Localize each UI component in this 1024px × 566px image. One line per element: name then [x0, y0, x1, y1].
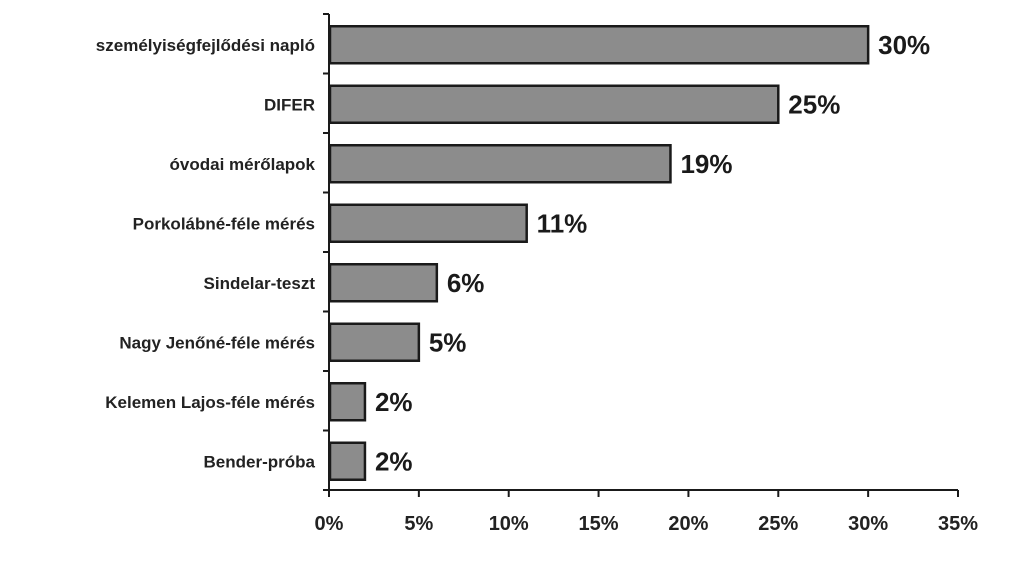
x-tick-label-2: 10%: [489, 513, 529, 535]
bar-4: [328, 263, 439, 303]
value-label-1: 25%: [788, 89, 840, 119]
axes-layer: 0% 5% 10% 15% 20% 25% 30% 35%: [315, 13, 978, 535]
category-label-1: DIFER: [264, 95, 315, 114]
value-label-7: 2%: [375, 446, 413, 476]
value-label-3: 11%: [537, 208, 588, 238]
labels-layer: személyiségfejlődési napló 30% DIFER 25% óvo…: [96, 30, 930, 477]
value-label-0: 30%: [878, 30, 930, 60]
x-tick-label-3: 15%: [579, 513, 619, 535]
category-label-6: Kelemen Lajos-féle mérés: [105, 393, 315, 412]
category-label-2: óvodai mérőlapok: [170, 155, 316, 174]
category-label-3: Porkolábné-féle mérés: [133, 214, 315, 233]
bar-5: [328, 322, 421, 362]
bar-6: [328, 382, 367, 422]
bar-3: [328, 203, 528, 243]
bar-1: [328, 84, 780, 124]
category-label-4: Sindelar-teszt: [204, 274, 316, 293]
x-tick-label-1: 5%: [404, 513, 433, 535]
bar-2: [328, 144, 672, 184]
value-label-6: 2%: [375, 387, 413, 417]
bars-layer: [328, 25, 870, 481]
bar-0: [328, 25, 870, 65]
x-tick-label-5: 25%: [758, 513, 798, 535]
x-tick-label-0: 0%: [315, 513, 344, 535]
category-label-0: személyiségfejlődési napló: [96, 36, 315, 55]
value-label-4: 6%: [447, 268, 485, 298]
value-label-2: 19%: [680, 149, 732, 179]
value-label-5: 5%: [429, 327, 467, 357]
bar-7: [328, 441, 367, 481]
x-tick-label-6: 30%: [848, 513, 888, 535]
x-tick-label-7: 35%: [938, 513, 978, 535]
x-tick-label-4: 20%: [668, 513, 708, 535]
category-label-5: Nagy Jenőné-féle mérés: [119, 333, 315, 352]
category-label-7: Bender-próba: [204, 452, 316, 471]
